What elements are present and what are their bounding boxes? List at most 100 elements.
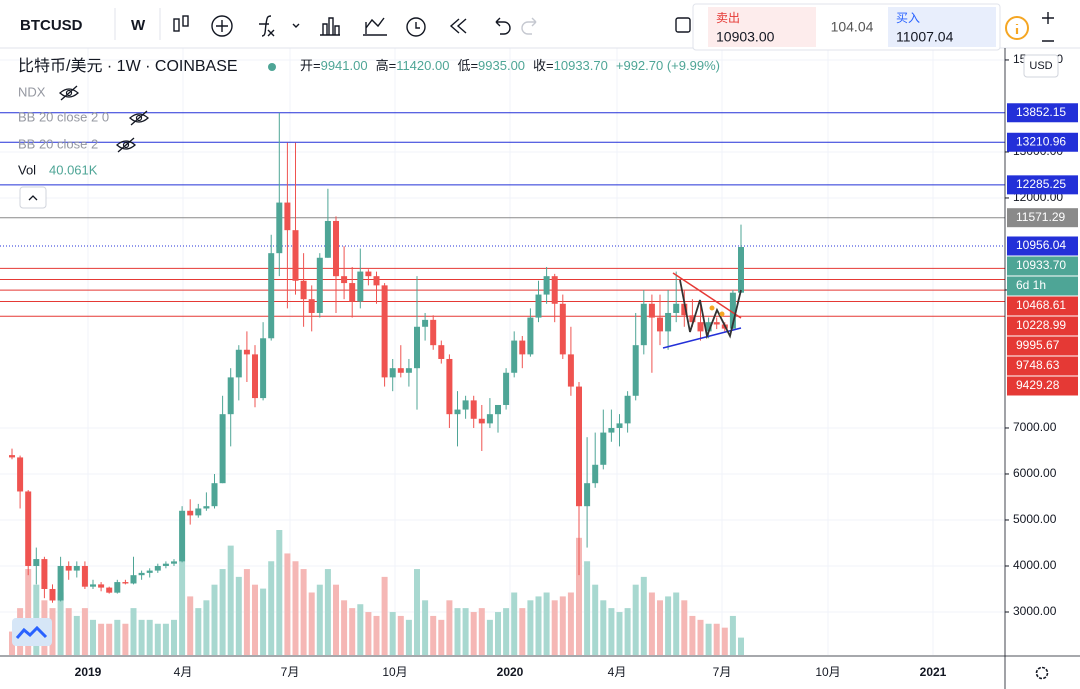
candle-body <box>179 510 186 562</box>
info-icon[interactable] <box>1005 16 1029 40</box>
currency-button[interactable] <box>1023 54 1059 78</box>
currency[interactable]: USD <box>1029 60 1052 72</box>
alert-icon[interactable] <box>415 22 420 29</box>
hide-icon[interactable] <box>116 137 136 153</box>
candle-body <box>300 280 307 300</box>
bars-icon[interactable] <box>320 17 340 36</box>
volume-bar <box>592 584 599 655</box>
candle-body <box>81 565 88 587</box>
volume-bar <box>235 576 242 655</box>
candle-body <box>495 404 501 415</box>
zoom-buttons[interactable] <box>1042 12 1054 42</box>
collapse-icon[interactable] <box>28 195 38 201</box>
ohlc-value: 10933.70 <box>554 58 608 73</box>
candle-body <box>90 584 96 587</box>
marker <box>719 311 725 317</box>
price-label-bg <box>1007 356 1078 376</box>
candle-body <box>430 319 437 346</box>
price-label-bg <box>1007 336 1078 356</box>
candle-body <box>195 508 202 516</box>
spread: 104.04 <box>831 19 874 35</box>
trend-line <box>672 272 742 319</box>
volume-bar <box>414 569 420 655</box>
candle-body <box>559 303 566 355</box>
candle-body <box>260 338 267 399</box>
candle-body <box>389 368 396 378</box>
y-tick-label: 4000.00 <box>1013 558 1057 572</box>
volume-bar <box>405 619 412 655</box>
collapse-button[interactable] <box>19 186 47 209</box>
price-label: 10228.99 <box>1016 318 1066 332</box>
indicator-icon[interactable] <box>363 17 387 36</box>
volume-bar <box>333 584 339 655</box>
candle-body <box>284 202 291 231</box>
price-labels: 13852.15 13210.96 12285.25 11571.29 10956.04… <box>1007 103 1078 396</box>
candle-body <box>73 565 80 571</box>
volume-bar <box>49 608 56 655</box>
candle-body <box>681 303 688 316</box>
undo-icon[interactable] <box>495 17 511 35</box>
candle-icon[interactable] <box>182 15 189 27</box>
settings-icon[interactable] <box>1035 666 1049 680</box>
candle-layer <box>9 112 744 603</box>
volume-bar <box>495 612 501 655</box>
x-tick-label: 7月 <box>281 665 300 679</box>
price-label: 9748.63 <box>1016 358 1060 372</box>
volume-bar <box>154 623 161 655</box>
drawings <box>662 272 742 349</box>
candle-body <box>405 368 412 373</box>
replay-icon[interactable] <box>449 18 467 34</box>
alert-icon[interactable] <box>406 17 426 37</box>
volume-bar <box>341 600 348 655</box>
add-icon[interactable] <box>211 15 233 37</box>
x-tick-label: 2019 <box>75 665 102 679</box>
hide-icon[interactable] <box>59 85 79 101</box>
volume-bar <box>81 608 88 655</box>
price-label: 9429.28 <box>1016 378 1060 392</box>
volume-bar <box>422 600 429 655</box>
volume-bar <box>567 592 574 655</box>
volume-bar <box>543 592 550 655</box>
volume-bar <box>9 631 15 655</box>
interval[interactable]: W <box>131 17 146 34</box>
volume-bar <box>284 553 291 655</box>
dropdown[interactable] <box>292 23 300 28</box>
candle-body <box>738 247 744 293</box>
candle-body <box>414 326 420 369</box>
candle-body <box>665 312 672 332</box>
y-tick-label: 6000.00 <box>1013 466 1057 480</box>
candle-body <box>503 372 510 405</box>
candle-body <box>527 317 534 355</box>
countdown: 6d 1h <box>1016 278 1046 292</box>
candle-body <box>268 253 275 339</box>
volume-bar <box>357 604 364 655</box>
symbol[interactable]: BTCUSD <box>20 17 83 34</box>
redo-icon[interactable] <box>521 17 537 35</box>
candle-icon[interactable] <box>173 18 180 32</box>
price-label-bg <box>1007 208 1078 228</box>
candle-body <box>689 315 696 323</box>
candle-body <box>648 303 655 318</box>
volume-bar <box>276 530 283 655</box>
volume-bar <box>729 615 736 655</box>
x-tick-label: 10月 <box>382 665 407 679</box>
box-icon[interactable] <box>675 17 691 33</box>
hide-icon[interactable] <box>129 110 149 126</box>
buy-button[interactable] <box>888 7 996 47</box>
candle-body <box>535 294 542 318</box>
volume-bar <box>211 584 218 655</box>
hide-icon <box>135 114 143 122</box>
sell-button[interactable] <box>708 7 816 47</box>
candle-body <box>292 230 299 281</box>
candle-body <box>154 565 161 571</box>
candle-body <box>227 377 234 415</box>
candle-body <box>49 588 56 601</box>
toolbar-icons[interactable] <box>173 15 691 37</box>
candle-body <box>57 565 64 601</box>
volume-bar <box>559 596 566 655</box>
fx-icon[interactable] <box>259 15 275 37</box>
x-tick-label: 4月 <box>608 665 627 679</box>
volume-bar <box>584 561 591 655</box>
add-icon[interactable] <box>216 20 228 32</box>
